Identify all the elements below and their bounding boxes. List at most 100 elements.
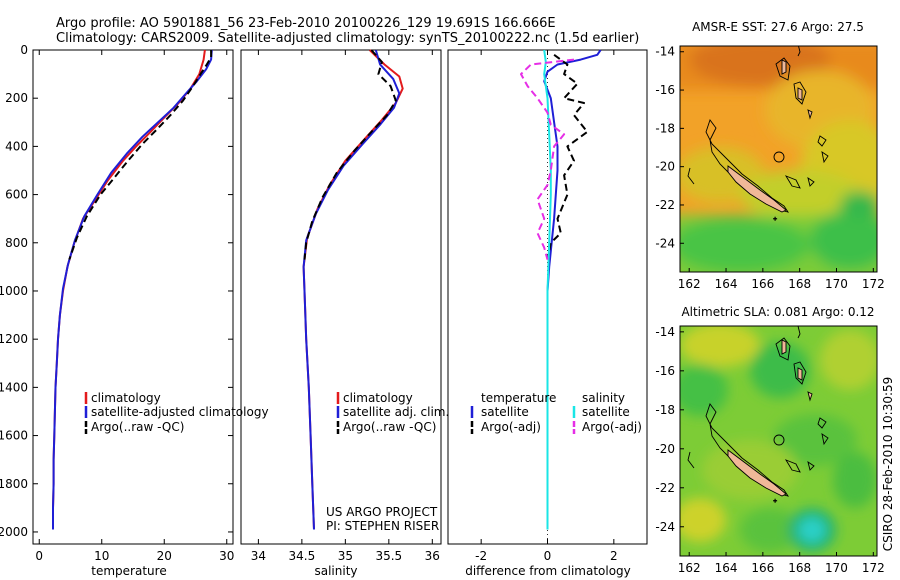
map-x-tick-label: 164 (715, 277, 738, 291)
map-y-tick-label: -22 (655, 481, 675, 495)
sst-coastlines (687, 46, 829, 213)
map-x-tick-label: 168 (788, 561, 811, 575)
map-x-tick-label: 162 (678, 277, 701, 291)
x-tick-label: 35.5 (375, 549, 402, 563)
legend-label-satellite: satellite adj. clim. (343, 405, 449, 419)
series-argo-raw-qc (68, 50, 213, 260)
map-x-tick-label: 162 (678, 561, 701, 575)
map-x-tick-label: 164 (715, 561, 738, 575)
map-x-tick-label: 166 (751, 561, 774, 575)
x-tick-label: -2 (475, 549, 487, 563)
y-tick-label: 0 (20, 43, 28, 57)
y-tick-label: 800 (5, 236, 28, 250)
x-tick-label: 10 (94, 549, 109, 563)
y-tick-label: 2000 (0, 525, 28, 539)
salinity-panel (240, 49, 442, 545)
difference-axis-label: difference from climatology (465, 564, 631, 578)
sst-map-frame (679, 45, 878, 273)
panel-1-marks: 0 10 20 30 0 200 400 600 800 1000 1200 1400 1600 1800… (0, 43, 234, 563)
map-y-tick-label: -14 (655, 325, 675, 339)
y-tick-label: 1200 (0, 332, 28, 346)
x-tick-label: 34.5 (289, 549, 316, 563)
legend-heading-temperature: temperature (481, 391, 556, 405)
sla-map-axes: 162 164 166 168 170 172 -14 -16 -18 -20 -22 -24 (655, 325, 884, 575)
series-salinity-satellite (543, 49, 552, 530)
salinity-axis-label: salinity (314, 564, 357, 578)
legend-label-temp-satellite: satellite (481, 405, 529, 419)
map-x-tick-label: 170 (825, 277, 848, 291)
map-x-tick-label: 168 (788, 277, 811, 291)
sst-field (680, 46, 877, 272)
difference-legend: temperature satellite Argo(-adj) salinit… (470, 391, 642, 434)
x-tick-label: 34 (251, 549, 266, 563)
map-y-tick-label: -24 (655, 520, 675, 534)
temperature-axis-label: temperature (91, 564, 166, 578)
map-y-tick-label: -18 (655, 403, 675, 417)
reference-cross-marker (773, 498, 778, 503)
map-y-tick-label: -16 (655, 83, 675, 97)
y-tick-label: 600 (5, 188, 28, 202)
legend-label-temp-argo: Argo(-adj) (481, 420, 541, 434)
legend-label-sal-argo: Argo(-adj) (582, 420, 642, 434)
x-tick-label: 2 (610, 549, 618, 563)
series-temperature-satellite (543, 49, 602, 530)
y-tick-label: 1800 (0, 477, 28, 491)
series-climatology (302, 49, 404, 530)
legend-label-argo: Argo(..raw -QC) (343, 420, 436, 434)
map-y-tick-label: -20 (655, 160, 675, 174)
x-tick-label: 36 (425, 549, 440, 563)
sst-map: AMSR-E SST: 27.6 Argo: 27.5 (655, 20, 884, 291)
sla-coastlines (687, 326, 829, 497)
figure-title-line1: Argo profile: AO 5901881_56 23-Feb-2010 … (56, 16, 556, 31)
salinity-legend: climatology satellite adj. clim. Argo(..… (336, 391, 449, 434)
temperature-legend: climatology satellite-adjusted climatolo… (84, 391, 269, 434)
sla-map: Altimetric SLA: 0.081 Argo: 0.12 (655, 305, 884, 575)
series-salinity-argo-adj (520, 58, 575, 260)
series-climatology (52, 49, 206, 530)
legend-heading-salinity: salinity (582, 391, 625, 405)
x-tick-label: 0 (544, 549, 552, 563)
legend-label-climatology: climatology (91, 391, 161, 405)
credit-line1: US ARGO PROJECT (326, 505, 438, 519)
timestamp: CSIRO 28-Feb-2010 10:30:59 (881, 377, 895, 552)
series-satellite-adjusted-climatology (52, 49, 213, 530)
sla-field (680, 326, 877, 552)
series-satellite-adj-clim (302, 49, 401, 530)
legend-label-climatology: climatology (343, 391, 413, 405)
x-tick-label: 20 (157, 549, 172, 563)
sst-map-axes: 162 164 166 168 170 172 -14 -16 -18 -20 -22 -24 (655, 45, 884, 291)
figure-title-line2: Climatology: CARS2009. Satellite-adjuste… (56, 31, 639, 46)
legend-label-satellite: satellite-adjusted climatology (91, 405, 269, 419)
map-x-tick-label: 170 (825, 561, 848, 575)
map-y-tick-label: -20 (655, 442, 675, 456)
map-y-tick-label: -14 (655, 45, 675, 59)
map-x-tick-label: 172 (862, 277, 885, 291)
map-x-tick-label: 172 (862, 561, 885, 575)
sst-map-title: AMSR-E SST: 27.6 Argo: 27.5 (692, 20, 864, 34)
credit-line2: PI: STEPHEN RISER (326, 519, 439, 533)
y-tick-label: 200 (5, 91, 28, 105)
map-y-tick-label: -16 (655, 364, 675, 378)
x-tick-label: 0 (35, 549, 43, 563)
temperature-panel (32, 49, 234, 545)
map-y-tick-label: -18 (655, 121, 675, 135)
panel-2-marks: 34 34.5 35 35.5 36 (251, 49, 440, 563)
profile-plots: 0 10 20 30020040060080010001200140016001800… (0, 43, 618, 563)
series-argo-raw-qc (303, 49, 397, 260)
x-tick-label: 35 (338, 549, 353, 563)
legend-label-sal-satellite: satellite (582, 405, 630, 419)
x-tick-label: 30 (219, 549, 234, 563)
reference-cross-marker (773, 216, 778, 221)
y-tick-label: 1400 (0, 380, 28, 394)
y-tick-label: 1600 (0, 429, 28, 443)
map-y-tick-label: -22 (655, 198, 675, 212)
y-tick-label: 400 (5, 139, 28, 153)
legend-label-argo: Argo(..raw -QC) (91, 420, 184, 434)
map-y-tick-label: -24 (655, 236, 675, 250)
map-x-tick-label: 166 (751, 277, 774, 291)
panel-3-marks: -2 0 2 (475, 49, 618, 563)
series-temperature-argo-adj (546, 53, 589, 260)
sla-map-title: Altimetric SLA: 0.081 Argo: 0.12 (681, 305, 874, 319)
sla-map-frame (679, 325, 878, 557)
